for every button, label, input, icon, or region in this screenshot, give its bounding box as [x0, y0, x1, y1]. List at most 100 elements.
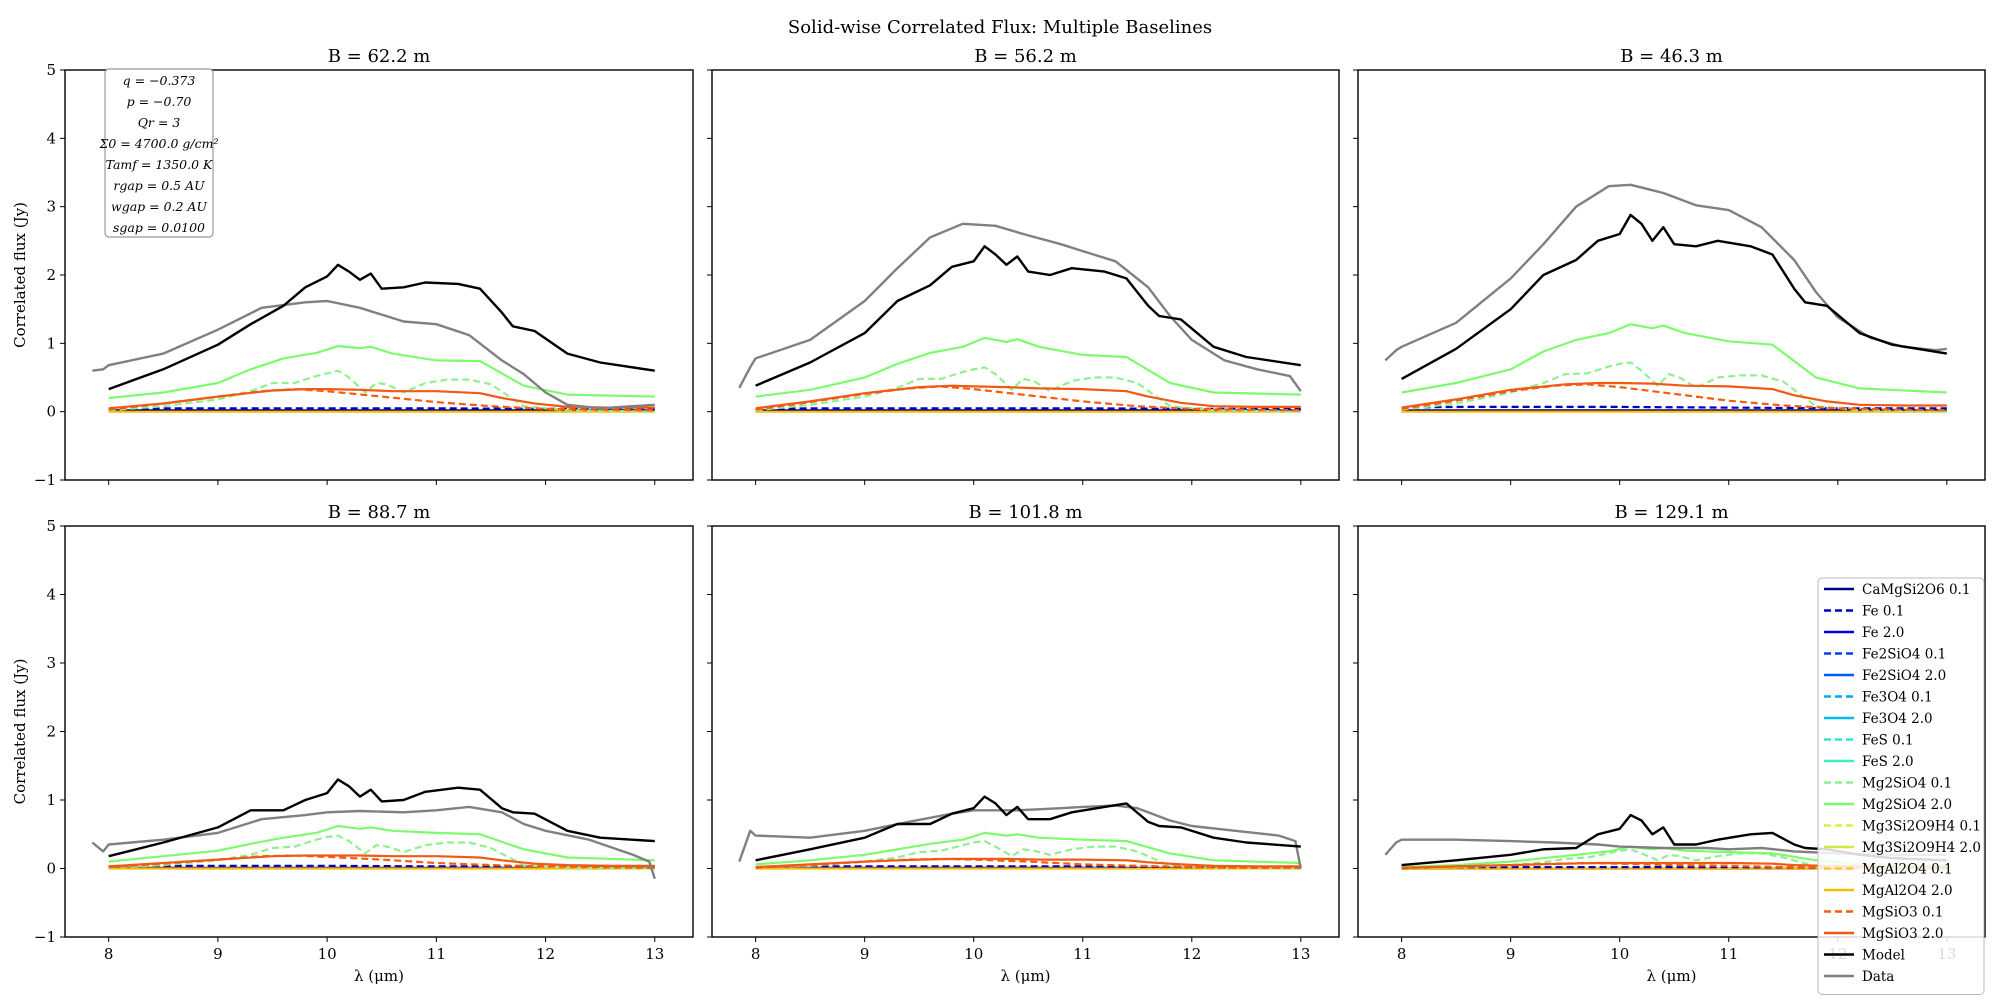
param-text: q = −0.373	[123, 73, 196, 88]
series-line-model	[108, 263, 655, 391]
panel-3: B = 46.3 m	[1353, 46, 1986, 485]
series-line-mgsio3-2-0	[108, 388, 655, 410]
x-axis-label: λ (μm)	[1647, 967, 1697, 985]
legend-label: Fe 0.1	[1862, 604, 1904, 620]
x-tick-label: 11	[427, 945, 446, 963]
y-tick-label: 1	[46, 334, 56, 352]
x-axis-label: λ (μm)	[354, 967, 404, 985]
param-text: p = −0.70	[127, 94, 192, 109]
series-line-mg2sio4-0-1	[108, 369, 655, 413]
panel-title: B = 62.2 m	[328, 46, 431, 67]
figure-title: Solid-wise Correlated Flux: Multiple Bas…	[788, 17, 1212, 38]
panel-frame	[1357, 69, 1986, 481]
series-line-mgsio3-2-0	[108, 854, 655, 868]
series-line-mg2sio4-2-0	[1401, 323, 1947, 394]
param-text: Qr = 3	[138, 115, 181, 130]
panel-title: B = 46.3 m	[1620, 46, 1723, 67]
x-tick-label: 10	[964, 945, 983, 963]
series-line-model	[108, 778, 655, 858]
series-line-data	[738, 222, 1302, 392]
y-tick-label: −1	[34, 471, 56, 489]
x-tick-label: 8	[751, 945, 761, 963]
series-line-model	[1401, 813, 1947, 867]
y-tick-label: 5	[46, 61, 56, 79]
x-tick-label: 12	[536, 945, 555, 963]
y-axis-label: Correlated flux (Jy)	[11, 659, 29, 805]
param-text: Σ0 = 4700.0 g/cm²	[98, 136, 218, 151]
y-axis-label: Correlated flux (Jy)	[11, 202, 29, 348]
legend-label: Fe3O4 2.0	[1862, 711, 1933, 727]
x-tick-label: 11	[1719, 945, 1738, 963]
series-line-mg2sio4-0-1	[108, 834, 655, 870]
series-line-mg2sio4-2-0	[755, 336, 1301, 398]
y-tick-label: −1	[34, 928, 56, 946]
series-line-mg2sio4-2-0	[755, 831, 1301, 866]
series-line-mg2sio4-2-0	[108, 824, 655, 863]
panel-frame	[711, 69, 1340, 481]
params-box	[104, 68, 214, 238]
legend-box	[1817, 577, 1985, 995]
legend-label: Fe2SiO4 2.0	[1862, 668, 1946, 684]
legend-label: MgAl2O4 2.0	[1862, 883, 1953, 899]
series-line-data	[92, 299, 655, 410]
panel-2: B = 56.2 m	[707, 46, 1340, 485]
series-line-mg2sio4-2-0	[1401, 845, 1947, 869]
series-line-data	[91, 805, 656, 880]
series-line-model	[1401, 213, 1947, 380]
x-tick-label: 8	[1397, 945, 1407, 963]
series-line-mg2sio4-0-1	[1401, 848, 1947, 870]
y-tick-label: 1	[46, 791, 56, 809]
x-tick-label: 13	[645, 945, 664, 963]
param-text: wgap = 0.2 AU	[111, 199, 207, 214]
panel-frame	[1357, 525, 1986, 938]
legend-label: FeS 2.0	[1862, 754, 1914, 770]
y-tick-label: 0	[46, 860, 56, 878]
legend-label: Fe2SiO4 0.1	[1862, 647, 1946, 663]
legend-label: Fe 2.0	[1862, 625, 1904, 641]
legend-label: CaMgSi2O6 0.1	[1862, 582, 1970, 598]
x-tick-label: 8	[104, 945, 114, 963]
series-line-mg2sio4-0-1	[755, 366, 1301, 413]
legend-label: Mg3Si2O9H4 2.0	[1862, 840, 1981, 856]
x-tick-label: 13	[1291, 945, 1310, 963]
panel-5: B = 101.8 m 8 9 10 11 12 13 λ (μm)	[707, 502, 1340, 985]
x-tick-label: 11	[1073, 945, 1092, 963]
panel-title: B = 56.2 m	[974, 46, 1077, 67]
legend-label: FeS 0.1	[1862, 733, 1914, 749]
series-line-mgsio3-2-0	[755, 857, 1301, 869]
y-tick-label: 0	[46, 403, 56, 421]
panel-title: B = 101.8 m	[968, 502, 1082, 523]
y-tick-label: 2	[46, 723, 56, 741]
y-tick-label: 5	[46, 517, 56, 535]
param-text: rgap = 0.5 AU	[113, 178, 205, 193]
series-line-mg2sio4-2-0	[108, 345, 655, 400]
x-tick-label: 10	[318, 945, 337, 963]
legend-label: Data	[1862, 969, 1894, 985]
legend-label: Fe3O4 0.1	[1862, 690, 1933, 706]
legend-label: Mg2SiO4 0.1	[1862, 776, 1952, 792]
legend-label: MgAl2O4 0.1	[1862, 862, 1953, 878]
series-line-mgsio3-2-0	[1401, 381, 1947, 409]
x-tick-label: 12	[1182, 945, 1201, 963]
legend-label: Mg2SiO4 2.0	[1862, 797, 1952, 813]
panel-1: B = 62.2 m −1 0 1 2 3 4 5 Correlated flux (Jy) q …	[11, 46, 694, 489]
y-tick-label: 3	[46, 198, 56, 216]
series-line-model	[755, 245, 1301, 387]
panel-title: B = 88.7 m	[328, 502, 431, 523]
panel-frame	[711, 525, 1340, 938]
param-text: Tamf = 1350.0 K	[106, 157, 213, 172]
x-tick-label: 9	[860, 945, 870, 963]
panel-title: B = 129.1 m	[1614, 502, 1728, 523]
series-line-mgsio3-2-0	[755, 384, 1301, 410]
legend-label: Mg3Si2O9H4 0.1	[1862, 819, 1981, 835]
param-text: sgap = 0.0100	[113, 220, 205, 235]
series-line-data	[1384, 838, 1947, 856]
legend-label: Model	[1862, 948, 1905, 964]
y-tick-label: 3	[46, 654, 56, 672]
panel-frame	[64, 525, 694, 938]
y-tick-label: 2	[46, 266, 56, 284]
